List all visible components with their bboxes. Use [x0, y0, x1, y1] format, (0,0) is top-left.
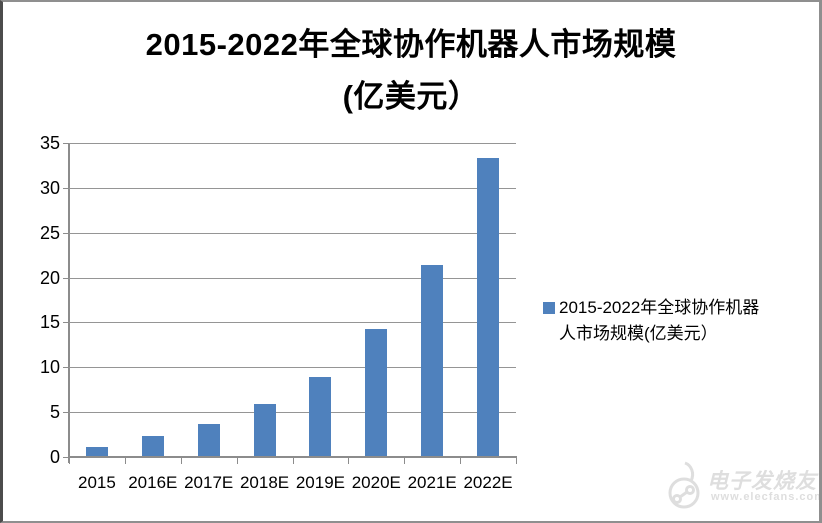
legend-series-label: 2015-2022年全球协作机器人市场规模(亿美元）: [559, 298, 760, 343]
y-axis-label: 35: [39, 133, 60, 153]
plot-area: [63, 143, 517, 464]
bar: [477, 158, 500, 457]
x-axis-labels: 2015 2016E 2017E 2018E 2019E 2020E 2021E 2022E: [69, 473, 516, 495]
y-axis-label: 15: [39, 312, 60, 333]
x-axis-tick: [516, 457, 517, 464]
x-axis-tick: [124, 457, 126, 464]
y-axis-label: 10: [39, 357, 60, 378]
x-axis-tick: [292, 457, 294, 464]
gridline: [69, 277, 516, 279]
chart-title-line1: 2015-2022年全球协作机器人市场规模: [145, 27, 677, 62]
x-axis-label: 2017E: [184, 473, 234, 492]
y-axis-label: 25: [39, 222, 60, 243]
x-axis-line: [69, 456, 517, 458]
x-axis-label: 2018E: [239, 473, 290, 492]
y-axis-tick: [63, 322, 69, 324]
y-axis-tick: [63, 277, 69, 279]
x-axis-tick: [404, 457, 406, 464]
x-axis-label: 2015: [78, 473, 116, 492]
y-axis-tick: [63, 412, 69, 414]
x-axis-label: 2021E: [407, 473, 457, 492]
bar: [141, 436, 164, 457]
x-axis-tick: [69, 457, 70, 464]
bar: [253, 404, 276, 457]
gridline: [69, 412, 516, 414]
x-axis-tick: [348, 457, 350, 464]
bar: [365, 328, 388, 457]
x-axis-label: 2016E: [128, 473, 178, 492]
y-axis-labels: 0 5 10 15 20 25 30 35: [3, 134, 60, 466]
x-axis-tick: [180, 457, 182, 464]
watermark-url-text: www.elecfans.com: [711, 491, 822, 503]
elecfans-logo-icon: [668, 461, 700, 509]
chart-title: 2015-2022年全球协作机器人市场规模 (亿美元）: [3, 19, 819, 123]
y-axis-label: 5: [49, 402, 60, 423]
legend: 2015-2022年全球协作机器人市场规模(亿美元）: [543, 295, 771, 347]
y-axis-line: [68, 143, 70, 463]
bar: [309, 377, 332, 457]
legend-series-marker: [543, 302, 555, 314]
gridline: [69, 187, 516, 189]
watermark: 电子发烧友 www.elecfans.com: [661, 457, 819, 515]
y-axis-label: 30: [39, 177, 60, 198]
gridline: [69, 322, 516, 324]
chart-title-line2: (亿美元）: [342, 79, 480, 114]
y-axis-label: 20: [39, 267, 60, 288]
bar: [421, 265, 444, 457]
gridline: [69, 232, 516, 234]
y-axis-tick: [63, 143, 69, 144]
gridline: [69, 143, 516, 144]
gridline: [69, 367, 516, 369]
y-axis-tick: [63, 187, 69, 189]
x-axis-tick: [236, 457, 238, 464]
y-axis-tick: [63, 457, 69, 458]
watermark-brand-text: 电子发烧友: [707, 470, 817, 493]
x-axis-label: 2022E: [463, 473, 513, 492]
x-axis-label: 2020E: [351, 473, 401, 492]
bar: [85, 447, 108, 457]
y-axis-label: 0: [49, 447, 60, 467]
y-axis-tick: [63, 367, 69, 369]
x-axis-tick: [460, 457, 462, 464]
x-axis-label: 2019E: [295, 473, 346, 492]
bar: [197, 423, 220, 457]
y-axis-tick: [63, 232, 69, 234]
